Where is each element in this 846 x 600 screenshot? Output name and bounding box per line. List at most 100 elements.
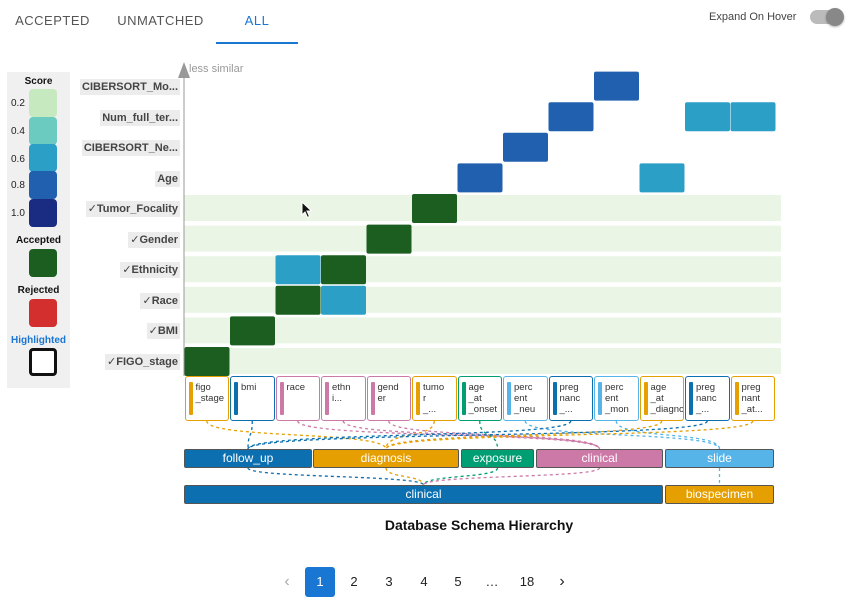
row-label-cibersort-mo[interactable]: CIBERSORT_Mo... bbox=[80, 79, 180, 95]
y-axis-arrow bbox=[178, 62, 190, 78]
accepted-match-cell[interactable] bbox=[230, 316, 275, 346]
attribute-color-bar bbox=[643, 382, 648, 415]
row-label-text: Gender bbox=[139, 234, 178, 246]
attribute-table-link bbox=[615, 420, 721, 450]
row-label-ethnicity[interactable]: ✓Ethnicity bbox=[120, 262, 180, 278]
matrix-cells bbox=[184, 71, 776, 376]
attribute-label: tumo r _... bbox=[423, 382, 445, 415]
group-biospecimen[interactable]: biospecimen bbox=[665, 485, 774, 504]
page-18-button[interactable]: 18 bbox=[519, 574, 535, 589]
row-label-cibersort-ne[interactable]: CIBERSORT_Ne... bbox=[81, 140, 180, 156]
legend-accepted-swatch bbox=[29, 249, 57, 277]
next-page-button[interactable]: › bbox=[559, 573, 565, 590]
attribute-label: race bbox=[286, 382, 305, 393]
row-label-text: CIBERSORT_Ne... bbox=[83, 142, 178, 154]
row-bands bbox=[184, 195, 781, 374]
row-label-race[interactable]: ✓Race bbox=[140, 293, 180, 309]
attribute-box[interactable]: ethn i... bbox=[321, 376, 366, 421]
attribute-box[interactable]: race bbox=[275, 376, 320, 421]
page-2-button[interactable]: 2 bbox=[350, 574, 358, 589]
attribute-table-link bbox=[247, 420, 572, 450]
table-exposure[interactable]: exposure bbox=[461, 449, 534, 468]
legend-highlighted-title: Highlighted bbox=[11, 335, 66, 346]
attribute-box[interactable]: age _at _diagnosis bbox=[639, 376, 684, 421]
accepted-row-band bbox=[184, 195, 781, 221]
attribute-box[interactable]: age _at _onset bbox=[457, 376, 502, 421]
candidate-match-cell[interactable] bbox=[503, 132, 548, 162]
check-icon: ✓ bbox=[87, 203, 97, 215]
attribute-box[interactable]: preg nanc _... bbox=[548, 376, 593, 421]
table-follow-up[interactable]: follow_up bbox=[184, 449, 312, 468]
accepted-match-cell[interactable] bbox=[366, 224, 412, 254]
table-slide[interactable]: slide bbox=[665, 449, 774, 468]
attribute-color-bar bbox=[325, 382, 329, 415]
expand-on-hover-switch[interactable] bbox=[810, 8, 845, 26]
check-icon: ✓ bbox=[107, 356, 117, 368]
row-label-text: CIBERSORT_Mo... bbox=[82, 81, 178, 93]
page-4-button[interactable]: 4 bbox=[420, 574, 428, 589]
tab-unmatched[interactable]: UNMATCHED bbox=[117, 13, 204, 28]
legend-score-value: 0.2 bbox=[11, 98, 25, 109]
legend-score-swatch bbox=[29, 89, 57, 117]
accepted-match-cell[interactable] bbox=[321, 255, 366, 285]
row-label-text: Ethnicity bbox=[131, 264, 178, 276]
accepted-match-cell[interactable] bbox=[184, 347, 230, 376]
attribute-box[interactable]: bmi bbox=[230, 376, 275, 421]
prev-page-button[interactable]: ‹ bbox=[284, 573, 290, 590]
candidate-match-cell[interactable] bbox=[548, 102, 594, 132]
group-clinical[interactable]: clinical bbox=[184, 485, 663, 504]
y-axis-label: less similar bbox=[189, 63, 244, 75]
row-label-tumor-focality[interactable]: ✓Tumor_Focality bbox=[85, 201, 180, 217]
page-5-button[interactable]: 5 bbox=[454, 574, 462, 589]
legend-score-value: 1.0 bbox=[11, 208, 25, 219]
row-label-figo-stage[interactable]: ✓FIGO_stage bbox=[105, 354, 180, 370]
tab-bar: ACCEPTED UNMATCHED ALL bbox=[0, 0, 298, 44]
attribute-box[interactable]: preg nanc _... bbox=[685, 376, 730, 421]
attribute-box[interactable]: tumo r _... bbox=[412, 376, 457, 421]
attribute-table-link bbox=[342, 420, 601, 450]
candidate-match-cell[interactable] bbox=[275, 255, 321, 285]
candidate-match-cell[interactable] bbox=[594, 71, 639, 101]
tab-accepted[interactable]: ACCEPTED bbox=[15, 13, 90, 28]
attribute-box[interactable]: preg nant _at... bbox=[730, 376, 775, 421]
accepted-row-band bbox=[184, 225, 781, 252]
attribute-color-bar bbox=[279, 382, 284, 415]
row-label-gender[interactable]: ✓Gender bbox=[128, 232, 180, 248]
table-group-link bbox=[247, 467, 425, 486]
attribute-label: perc ent _mon bbox=[605, 382, 629, 415]
attribute-color-bar bbox=[370, 382, 375, 415]
table-clinical[interactable]: clinical bbox=[536, 449, 663, 468]
attribute-box[interactable]: gend er bbox=[366, 376, 411, 421]
legend-accepted-title: Accepted bbox=[15, 235, 61, 246]
attribute-box[interactable]: perc ent _neu bbox=[503, 376, 548, 421]
row-label-num-full-ter[interactable]: Num_full_ter... bbox=[100, 110, 180, 126]
page-ellipsis: … bbox=[485, 574, 499, 589]
attribute-label: age _at _diagnosis bbox=[650, 382, 684, 415]
page-3-button[interactable]: 3 bbox=[385, 574, 393, 589]
attribute-box[interactable]: perc ent _mon bbox=[594, 376, 639, 421]
switch-knob[interactable] bbox=[826, 8, 845, 26]
candidate-match-cell[interactable] bbox=[685, 102, 730, 132]
candidate-match-cell[interactable] bbox=[639, 163, 685, 193]
legend-score-swatch bbox=[29, 199, 57, 227]
table-diagnosis[interactable]: diagnosis bbox=[313, 449, 459, 468]
check-icon: ✓ bbox=[142, 295, 152, 307]
schema-links bbox=[206, 420, 754, 486]
row-label-age[interactable]: Age bbox=[155, 171, 180, 187]
candidate-match-cell[interactable] bbox=[730, 102, 776, 132]
check-icon: ✓ bbox=[148, 325, 158, 337]
schema-hierarchy-caption: Database Schema Hierarchy bbox=[384, 517, 574, 533]
attribute-box[interactable]: figo _stage bbox=[184, 376, 229, 421]
accepted-match-cell[interactable] bbox=[412, 194, 457, 223]
page-1-button[interactable]: 1 bbox=[305, 567, 335, 597]
candidate-match-cell[interactable] bbox=[321, 285, 366, 315]
check-icon: ✓ bbox=[122, 264, 132, 276]
attribute-label: bmi bbox=[241, 382, 257, 393]
row-label-bmi[interactable]: ✓BMI bbox=[146, 323, 180, 339]
legend-highlighted-swatch bbox=[29, 348, 57, 376]
tab-all[interactable]: ALL bbox=[216, 0, 298, 44]
accepted-match-cell[interactable] bbox=[275, 285, 321, 315]
mouse-cursor-icon bbox=[301, 201, 313, 219]
candidate-match-cell[interactable] bbox=[457, 163, 503, 193]
